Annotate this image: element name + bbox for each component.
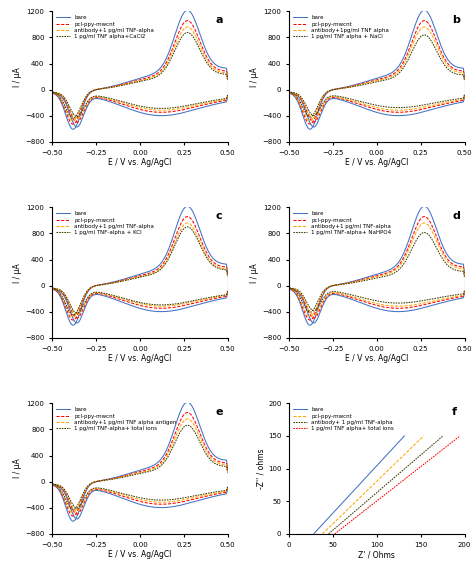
X-axis label: E / V vs. Ag/AgCl: E / V vs. Ag/AgCl xyxy=(108,354,172,364)
Y-axis label: I / μA: I / μA xyxy=(13,459,22,478)
X-axis label: E / V vs. Ag/AgCl: E / V vs. Ag/AgCl xyxy=(345,354,409,364)
Text: f: f xyxy=(452,407,457,417)
X-axis label: E / V vs. Ag/AgCl: E / V vs. Ag/AgCl xyxy=(108,158,172,168)
Text: a: a xyxy=(215,15,223,26)
X-axis label: E / V vs. Ag/AgCl: E / V vs. Ag/AgCl xyxy=(108,550,172,559)
X-axis label: Z' / Ohms: Z' / Ohms xyxy=(358,550,395,559)
Y-axis label: I / μA: I / μA xyxy=(13,263,22,282)
Y-axis label: I / μA: I / μA xyxy=(250,263,259,282)
Y-axis label: -Z'' / ohms: -Z'' / ohms xyxy=(256,448,265,489)
Legend: bare, pcl-ppy-mwcnt, antibody+1 pg/ml TNF-alpha, 1 pg/ml TNF alpha+CaCl2: bare, pcl-ppy-mwcnt, antibody+1 pg/ml TN… xyxy=(55,14,155,40)
Legend: bare, pcl-ppy-mwcnt, antibody+ 1 pg/ml TNF-alpha, 1 pg/ml TNF alpha+ total ions: bare, pcl-ppy-mwcnt, antibody+ 1 pg/ml T… xyxy=(292,406,395,432)
Legend: bare, pcl-ppy-mwcnt, antibody+1 pg/ml TNF-alpha, 1 pg/ml TNF-alpha + KCl: bare, pcl-ppy-mwcnt, antibody+1 pg/ml TN… xyxy=(55,210,155,236)
Text: c: c xyxy=(215,211,222,222)
Y-axis label: I / μA: I / μA xyxy=(250,67,259,86)
Legend: bare, pcl-ppy-mwcnt, antibody+1 pg/ml TNF-alpha, 1 pg/ml TNF-alpha+ NaHPO4: bare, pcl-ppy-mwcnt, antibody+1 pg/ml TN… xyxy=(292,210,392,236)
Legend: bare, pcl-ppy-mwcnt, antibody+1pg/ml TNF alpha, 1 pg/ml TNF alpha + NaCl: bare, pcl-ppy-mwcnt, antibody+1pg/ml TNF… xyxy=(292,14,390,40)
Legend: bare, pcl-ppy-mwcnt, antibody+1 pg/ml TNF alpha antigen, 1 pg/ml TNF-alpha+ tota: bare, pcl-ppy-mwcnt, antibody+1 pg/ml TN… xyxy=(55,406,178,432)
Text: e: e xyxy=(215,407,223,417)
Text: d: d xyxy=(452,211,460,222)
X-axis label: E / V vs. Ag/AgCl: E / V vs. Ag/AgCl xyxy=(345,158,409,168)
Y-axis label: I / μA: I / μA xyxy=(13,67,22,86)
Text: b: b xyxy=(452,15,460,26)
